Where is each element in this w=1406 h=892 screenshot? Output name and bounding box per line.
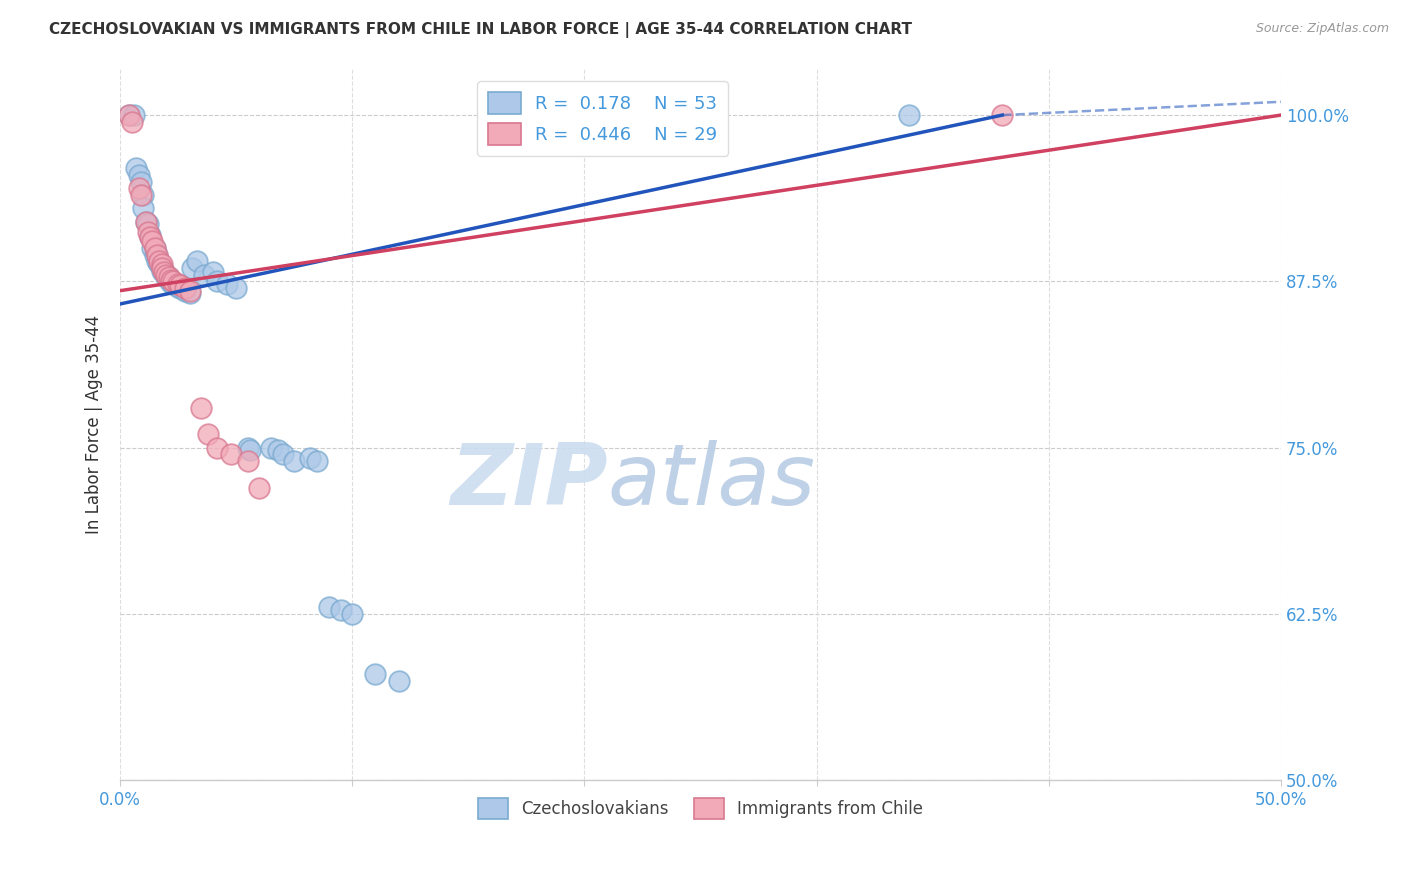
Point — [174, 284, 197, 298]
Point — [236, 441, 259, 455]
Point — [190, 401, 212, 415]
Point — [157, 273, 180, 287]
Point — [160, 273, 183, 287]
Text: CZECHOSLOVAKIAN VS IMMIGRANTS FROM CHILE IN LABOR FORCE | AGE 35-44 CORRELATION : CZECHOSLOVAKIAN VS IMMIGRANTS FROM CHILE… — [49, 22, 912, 38]
Point — [150, 261, 173, 276]
Point — [193, 268, 215, 282]
Point — [146, 248, 169, 262]
Point — [153, 265, 176, 279]
Point — [139, 230, 162, 244]
Point — [898, 108, 921, 122]
Point — [129, 188, 152, 202]
Point — [155, 270, 177, 285]
Text: atlas: atlas — [607, 440, 815, 523]
Point — [121, 114, 143, 128]
Point — [162, 277, 184, 291]
Point — [169, 281, 191, 295]
Point — [150, 257, 173, 271]
Point — [139, 230, 162, 244]
Point — [179, 284, 201, 298]
Point — [132, 188, 155, 202]
Point — [340, 607, 363, 621]
Point — [148, 257, 170, 271]
Point — [129, 175, 152, 189]
Point — [388, 673, 411, 688]
Point — [146, 254, 169, 268]
Point — [236, 454, 259, 468]
Point — [162, 274, 184, 288]
Point — [207, 441, 229, 455]
Point — [128, 181, 150, 195]
Point — [139, 227, 162, 242]
Point — [118, 108, 141, 122]
Point — [134, 214, 156, 228]
Point — [186, 254, 208, 268]
Point — [118, 108, 141, 122]
Point — [169, 278, 191, 293]
Point — [136, 217, 159, 231]
Point — [128, 168, 150, 182]
Point — [150, 261, 173, 276]
Point — [141, 235, 163, 249]
Point — [207, 274, 229, 288]
Point — [132, 201, 155, 215]
Text: ZIP: ZIP — [450, 440, 607, 523]
Point — [157, 270, 180, 285]
Point — [150, 264, 173, 278]
Point — [239, 443, 262, 458]
Point — [221, 447, 243, 461]
Point — [134, 214, 156, 228]
Point — [364, 666, 387, 681]
Point — [271, 447, 294, 461]
Point — [201, 265, 224, 279]
Point — [125, 161, 148, 176]
Point — [307, 454, 329, 468]
Point — [155, 268, 177, 282]
Point — [215, 277, 238, 291]
Point — [160, 274, 183, 288]
Point — [181, 261, 204, 276]
Point — [155, 268, 177, 282]
Point — [991, 108, 1014, 122]
Point — [283, 454, 305, 468]
Point — [174, 281, 197, 295]
Point — [197, 427, 219, 442]
Legend: Czechoslovakians, Immigrants from Chile: Czechoslovakians, Immigrants from Chile — [471, 792, 929, 825]
Point — [167, 279, 190, 293]
Point — [247, 481, 270, 495]
Point — [318, 600, 340, 615]
Point — [148, 254, 170, 268]
Point — [141, 241, 163, 255]
Point — [167, 277, 190, 291]
Point — [260, 441, 283, 455]
Point — [136, 225, 159, 239]
Point — [179, 286, 201, 301]
Text: Source: ZipAtlas.com: Source: ZipAtlas.com — [1256, 22, 1389, 36]
Point — [299, 451, 322, 466]
Point — [165, 278, 187, 293]
Point — [157, 270, 180, 285]
Point — [146, 248, 169, 262]
Point — [267, 443, 290, 458]
Point — [143, 241, 166, 255]
Point — [122, 108, 145, 122]
Point — [225, 281, 247, 295]
Y-axis label: In Labor Force | Age 35-44: In Labor Force | Age 35-44 — [86, 315, 103, 534]
Point — [160, 276, 183, 290]
Point — [143, 248, 166, 262]
Point — [143, 241, 166, 255]
Point — [153, 265, 176, 279]
Point — [329, 603, 352, 617]
